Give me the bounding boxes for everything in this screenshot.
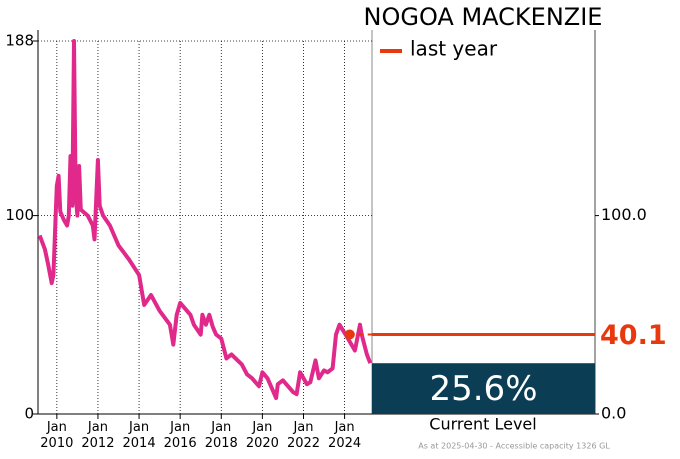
chart-title: NOGOA MACKENZIE <box>364 3 603 31</box>
x-tick-label: Jan 2022 <box>287 420 320 451</box>
y-tick-label: 0 <box>24 405 34 423</box>
last-year-point <box>344 329 355 340</box>
legend-label: last year <box>410 37 498 61</box>
y-tick-label: 188 <box>5 32 34 50</box>
last-year-value: 40.1 <box>600 320 667 351</box>
x-tick-label: Jan 2012 <box>81 420 114 451</box>
x-tick-label: Jan 2024 <box>328 420 361 451</box>
level-line <box>37 39 373 401</box>
current-level-label: 25.6% <box>429 369 537 409</box>
current-level-bar <box>372 363 595 414</box>
footnote: As at 2025-04-30 - Accessible capacity 1… <box>418 442 610 451</box>
x-tick-label: Jan 2016 <box>164 420 197 451</box>
y2-tick-label: 100.0 <box>601 205 647 224</box>
x-tick-label: Jan 2014 <box>123 420 156 451</box>
y2-tick-label: 0.0 <box>601 404 626 423</box>
x-tick-label: Jan 2020 <box>246 420 279 451</box>
x-tick-label: Jan 2010 <box>40 420 73 451</box>
current-label: Current Level <box>429 415 536 434</box>
x-tick-label: Jan 2018 <box>205 420 238 451</box>
y-tick-label: 100 <box>5 206 34 224</box>
